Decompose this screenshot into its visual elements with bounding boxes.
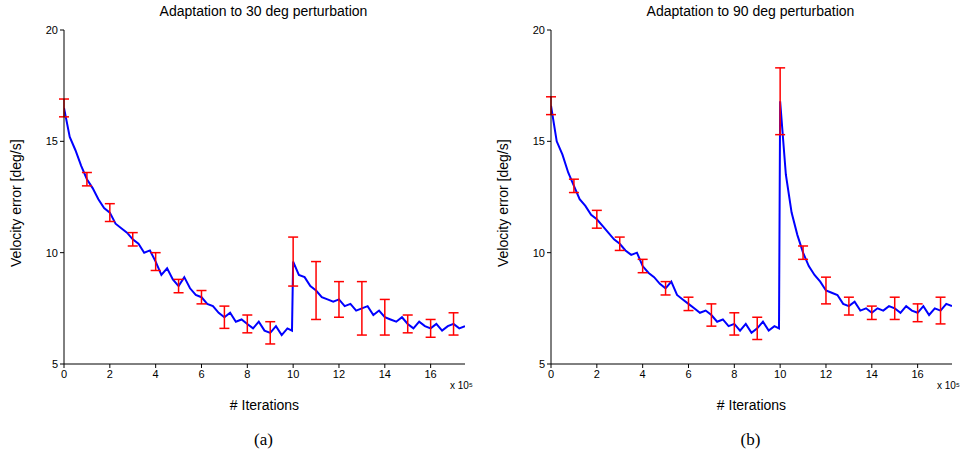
html-text:Adaptation to 90 deg perturbat: Adaptation to 90 deg perturbation <box>646 3 855 19</box>
svg-text:16: 16 <box>425 368 437 380</box>
svg-text:10: 10 <box>287 368 299 380</box>
svg-text:4: 4 <box>640 368 646 380</box>
html-text:(b): (b) <box>740 430 761 449</box>
html-text:(a): (a) <box>254 430 273 449</box>
svg-text:5: 5 <box>52 358 58 370</box>
svg-text:12: 12 <box>333 368 345 380</box>
svg-text:# Iterations: # Iterations <box>717 397 786 413</box>
svg-text:16: 16 <box>912 368 924 380</box>
svg-text:8: 8 <box>731 368 737 380</box>
svg-text:14: 14 <box>866 368 878 380</box>
svg-text:0: 0 <box>548 368 554 380</box>
svg-text:10: 10 <box>774 368 786 380</box>
svg-text:20: 20 <box>533 24 545 36</box>
svg-text:12: 12 <box>820 368 832 380</box>
svg-text:14: 14 <box>379 368 391 380</box>
html-text:x 10⁵: x 10⁵ <box>937 380 960 391</box>
svg-text:15: 15 <box>533 135 545 147</box>
svg-text:15: 15 <box>46 135 58 147</box>
svg-text:8: 8 <box>244 368 250 380</box>
html-text:x 10⁵: x 10⁵ <box>450 380 473 391</box>
svg-text:0: 0 <box>61 368 67 380</box>
svg-text:20: 20 <box>46 24 58 36</box>
svg-text:2: 2 <box>107 368 113 380</box>
html-text:Adaptation to 30 deg perturbat: Adaptation to 30 deg perturbation <box>159 3 368 19</box>
svg-text:4: 4 <box>153 368 159 380</box>
svg-text:# Iterations: # Iterations <box>230 397 299 413</box>
svg-text:2: 2 <box>594 368 600 380</box>
svg-text:10: 10 <box>533 247 545 259</box>
svg-text:6: 6 <box>198 368 204 380</box>
svg-text:6: 6 <box>685 368 691 380</box>
svg-text:10: 10 <box>46 247 58 259</box>
svg-text:Velocity error [deg/s]: Velocity error [deg/s] <box>8 139 24 267</box>
svg-text:5: 5 <box>539 358 545 370</box>
svg-text:Velocity error [deg/s]: Velocity error [deg/s] <box>495 139 511 267</box>
